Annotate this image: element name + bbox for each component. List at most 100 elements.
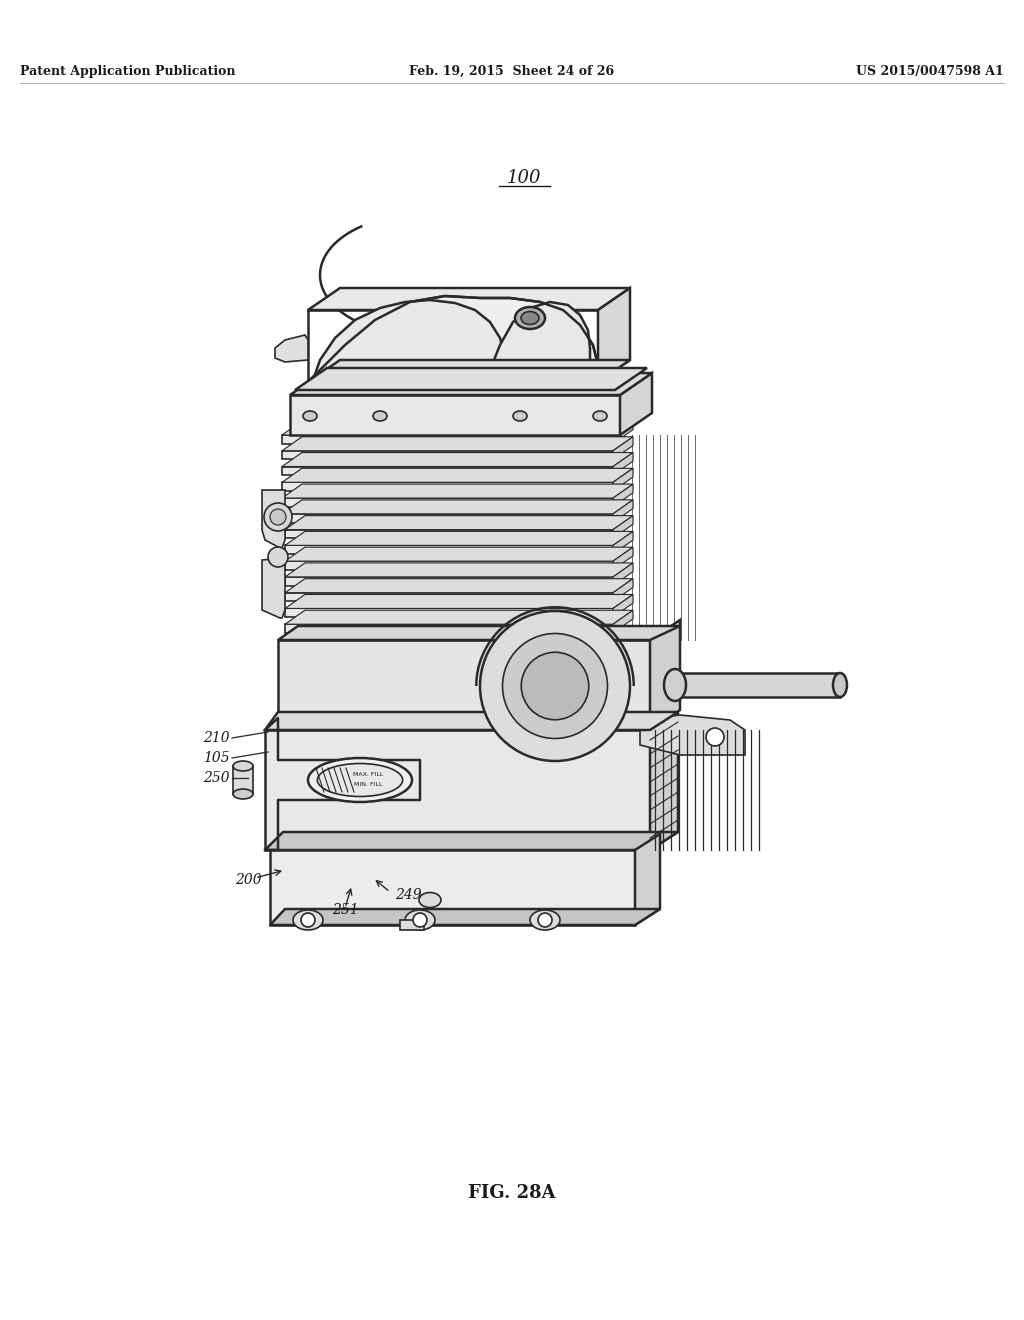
Ellipse shape	[308, 758, 412, 803]
Polygon shape	[285, 624, 613, 632]
Text: 210: 210	[204, 731, 230, 744]
Polygon shape	[285, 545, 613, 554]
Ellipse shape	[419, 892, 441, 908]
Text: MAX. FILL: MAX. FILL	[353, 772, 383, 777]
Polygon shape	[265, 730, 650, 850]
Text: 105: 105	[204, 751, 230, 766]
Circle shape	[503, 634, 607, 738]
Polygon shape	[265, 832, 678, 850]
Polygon shape	[613, 548, 633, 570]
Polygon shape	[308, 288, 630, 310]
Polygon shape	[285, 578, 633, 593]
Polygon shape	[285, 516, 633, 529]
Circle shape	[301, 913, 315, 927]
Polygon shape	[598, 288, 630, 381]
Polygon shape	[282, 450, 613, 459]
Ellipse shape	[303, 411, 317, 421]
Polygon shape	[635, 834, 660, 925]
Polygon shape	[282, 436, 613, 444]
Ellipse shape	[233, 789, 253, 799]
Polygon shape	[613, 594, 633, 618]
Circle shape	[413, 913, 427, 927]
Circle shape	[521, 652, 589, 719]
Ellipse shape	[833, 673, 847, 697]
Bar	[400, 920, 424, 931]
Ellipse shape	[406, 909, 435, 931]
Polygon shape	[650, 711, 678, 850]
Polygon shape	[282, 484, 633, 498]
Polygon shape	[285, 593, 613, 602]
Ellipse shape	[317, 763, 402, 796]
Text: 250: 250	[204, 771, 230, 785]
Polygon shape	[285, 609, 613, 618]
Polygon shape	[285, 610, 633, 624]
Polygon shape	[295, 368, 647, 389]
Polygon shape	[613, 562, 633, 586]
Text: 200: 200	[234, 873, 261, 887]
Text: Feb. 19, 2015  Sheet 24 of 26: Feb. 19, 2015 Sheet 24 of 26	[410, 65, 614, 78]
Polygon shape	[282, 498, 613, 507]
Ellipse shape	[513, 411, 527, 421]
Polygon shape	[262, 558, 285, 618]
Polygon shape	[278, 626, 680, 640]
Circle shape	[264, 503, 292, 531]
Polygon shape	[270, 909, 660, 925]
Circle shape	[268, 546, 288, 568]
Polygon shape	[640, 715, 745, 755]
Bar	[233, 766, 253, 795]
Polygon shape	[278, 640, 650, 730]
Text: Patent Application Publication: Patent Application Publication	[20, 65, 236, 78]
Ellipse shape	[593, 411, 607, 421]
Polygon shape	[613, 421, 633, 444]
Ellipse shape	[664, 669, 686, 701]
Circle shape	[706, 729, 724, 746]
Ellipse shape	[373, 411, 387, 421]
Polygon shape	[613, 453, 633, 475]
Polygon shape	[282, 482, 613, 491]
Text: 100: 100	[507, 169, 542, 187]
Polygon shape	[290, 374, 652, 395]
Ellipse shape	[515, 308, 545, 329]
Polygon shape	[490, 302, 590, 380]
Polygon shape	[313, 300, 505, 380]
Text: US 2015/0047598 A1: US 2015/0047598 A1	[856, 65, 1004, 78]
Polygon shape	[285, 548, 633, 561]
Polygon shape	[613, 578, 633, 602]
Polygon shape	[270, 850, 635, 925]
Polygon shape	[285, 594, 633, 609]
Text: 251: 251	[332, 903, 358, 917]
Polygon shape	[282, 437, 633, 450]
Polygon shape	[620, 374, 652, 436]
Polygon shape	[282, 421, 633, 436]
Polygon shape	[282, 500, 633, 513]
Polygon shape	[308, 360, 630, 381]
Polygon shape	[285, 577, 613, 586]
Polygon shape	[613, 532, 633, 554]
Polygon shape	[290, 395, 620, 436]
Polygon shape	[613, 516, 633, 539]
Polygon shape	[285, 529, 613, 539]
Text: 249: 249	[395, 888, 422, 902]
Circle shape	[538, 913, 552, 927]
Polygon shape	[613, 484, 633, 507]
Polygon shape	[282, 453, 633, 466]
Ellipse shape	[521, 312, 539, 325]
Polygon shape	[285, 532, 633, 545]
Polygon shape	[613, 469, 633, 491]
Polygon shape	[282, 469, 633, 482]
Polygon shape	[282, 513, 613, 523]
Ellipse shape	[233, 762, 253, 771]
Text: MIN. FILL: MIN. FILL	[353, 783, 382, 788]
Polygon shape	[613, 437, 633, 459]
Ellipse shape	[293, 909, 323, 931]
Polygon shape	[275, 335, 308, 362]
Polygon shape	[265, 711, 678, 730]
Polygon shape	[650, 620, 680, 730]
Circle shape	[270, 510, 286, 525]
Polygon shape	[285, 561, 613, 570]
Polygon shape	[613, 500, 633, 523]
Polygon shape	[680, 673, 840, 697]
Polygon shape	[613, 610, 633, 632]
Polygon shape	[262, 490, 285, 548]
Text: FIG. 28A: FIG. 28A	[468, 1184, 556, 1203]
